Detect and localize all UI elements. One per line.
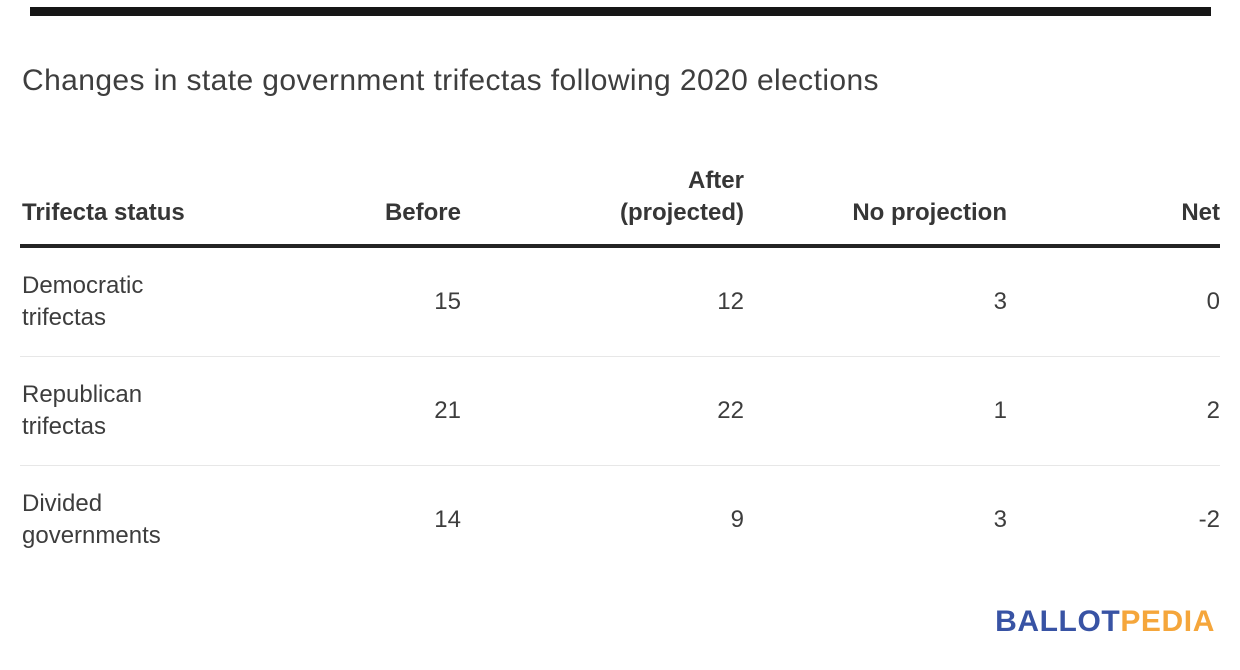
- col-header-before-label: Before: [384, 199, 461, 226]
- cell-no-projection: 1: [744, 356, 1007, 466]
- row-label: Democratic trifectas: [22, 272, 144, 331]
- table-row-democratic-trifectas: Democratic trifectas 15 12 3 0: [20, 246, 1220, 357]
- cell-before: 21: [280, 356, 461, 466]
- col-header-before: Before: [280, 165, 461, 248]
- data-table: Trifecta status Before After (projected)…: [20, 165, 1220, 574]
- col-header-no-projection-label: No projection: [852, 199, 1007, 226]
- row-label-cell: Republican trifectas: [20, 356, 280, 466]
- cell-after-projected: 22: [461, 356, 744, 466]
- table-row-republican-trifectas: Republican trifectas 21 22 1 2: [20, 356, 1220, 466]
- trifecta-table: Trifecta status Before After (projected)…: [20, 165, 1220, 574]
- cell-after-projected: 9: [730, 506, 744, 533]
- table-row-divided-governments: Divided governments 14 9 3 -2: [20, 466, 1220, 575]
- col-header-trifecta-status-label: Trifecta status: [22, 199, 185, 226]
- ballotpedia-logo: BALLOTPEDIA: [995, 604, 1215, 640]
- chart-title: Changes in state government trifectas fo…: [22, 64, 879, 97]
- col-header-after-projected-label: After (projected): [619, 167, 744, 226]
- row-label-cell: Democratic trifectas: [20, 246, 280, 357]
- col-header-no-projection: No projection: [744, 165, 1007, 248]
- col-header-after-projected: After (projected): [461, 165, 744, 248]
- cell-before: 14: [434, 506, 461, 533]
- cell-no-projection: 3: [993, 506, 1007, 533]
- top-rule: [30, 7, 1211, 16]
- col-header-net-label: Net: [1181, 199, 1220, 226]
- cell-after-projected: 12: [461, 246, 744, 357]
- col-header-net: Net: [1007, 165, 1220, 248]
- col-header-trifecta-status: Trifecta status: [20, 165, 280, 248]
- cell-no-projection: 3: [744, 246, 1007, 357]
- cell-net: 2: [1007, 356, 1220, 466]
- row-label: Divided governments: [22, 490, 161, 549]
- cell-net: 0: [1007, 246, 1220, 357]
- row-label-cell: Divided governments: [20, 466, 280, 575]
- cell-net: -2: [1198, 506, 1220, 533]
- row-label: Republican trifectas: [22, 381, 143, 440]
- header-row: Trifecta status Before After (projected)…: [20, 165, 1220, 248]
- logo-ballot-text: BALLOT: [995, 605, 1121, 638]
- cell-before: 15: [280, 246, 461, 357]
- logo-pedia-text: PEDIA: [1120, 605, 1215, 638]
